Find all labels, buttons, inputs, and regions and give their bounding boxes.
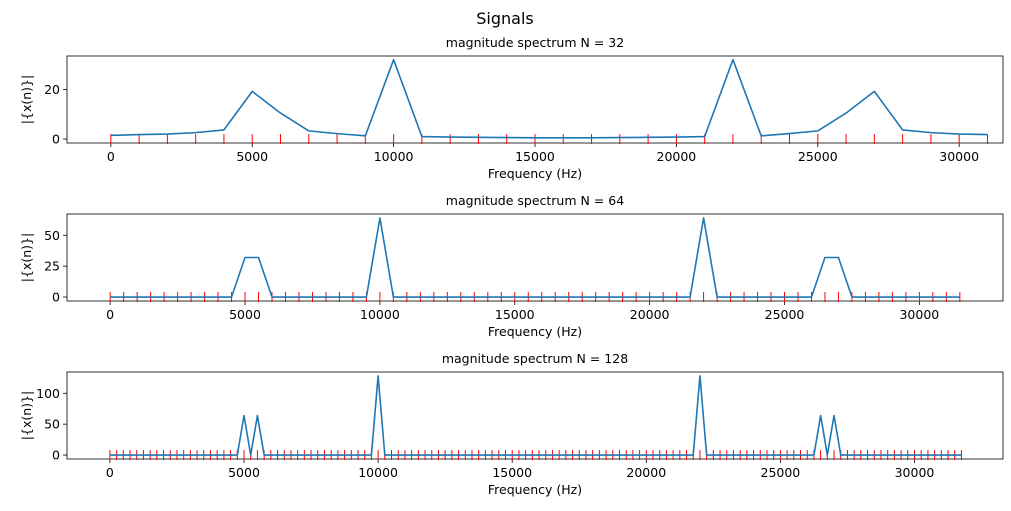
x-tick-label: 5000 <box>228 465 260 480</box>
subplot-1: magnitude spectrum N = 32 0 5000 10000 15000… <box>19 35 1004 181</box>
x-tick-label: 0 <box>106 465 114 480</box>
y-axis-label: |{x(n)}| <box>19 75 34 124</box>
x-tick-label: 25000 <box>761 465 801 480</box>
x-tick-label: 25000 <box>765 307 805 322</box>
x-tick-label: 5000 <box>236 149 268 164</box>
y-tick-label: 0 <box>52 132 60 147</box>
y-tick-label: 50 <box>44 228 60 243</box>
x-tick-label: 20000 <box>630 307 670 322</box>
spectrum-line <box>109 375 962 456</box>
subplots: magnitude spectrum N = 320 5000 10000 15000… <box>19 35 1004 497</box>
x-tick-label: 15000 <box>492 465 532 480</box>
x-tick-label: 20000 <box>657 149 697 164</box>
y-tick-label: 50 <box>44 417 60 432</box>
spectrum-line <box>110 58 988 139</box>
y-tick-label: 0 <box>52 448 60 463</box>
y-tick-label: 25 <box>44 259 60 274</box>
y-axis-label: |{x(n)}| <box>19 391 34 440</box>
figure-title: Signals <box>476 9 533 28</box>
x-tick-label: 30000 <box>895 465 935 480</box>
subplot-3: magnitude spectrum N = 128 0 5000 10000 1500… <box>19 351 1004 497</box>
x-tick-label: 15000 <box>495 307 535 322</box>
x-axis-label: Frequency (Hz) <box>488 482 582 497</box>
y-tick-label: 20 <box>44 82 60 97</box>
subplot-title: magnitude spectrum N = 32 <box>446 35 624 50</box>
x-tick-label: 5000 <box>229 307 261 322</box>
spectrum-line <box>110 217 960 298</box>
x-tick-label: 25000 <box>798 149 838 164</box>
x-tick-label: 0 <box>107 149 115 164</box>
x-tick-label: 10000 <box>358 465 398 480</box>
x-tick-label: 30000 <box>939 149 979 164</box>
x-tick-label: 10000 <box>374 149 414 164</box>
y-tick-label: 0 <box>52 290 60 305</box>
x-axis-label: Frequency (Hz) <box>488 324 582 339</box>
axes-frame <box>66 213 1004 302</box>
x-tick-label: 10000 <box>360 307 400 322</box>
subplot-title: magnitude spectrum N = 64 <box>446 193 624 208</box>
y-axis-label: |{x(n)}| <box>19 233 34 282</box>
axes-frame <box>66 371 1004 460</box>
x-tick-label: 0 <box>106 307 114 322</box>
subplot-title: magnitude spectrum N = 128 <box>442 351 628 366</box>
x-tick-label: 15000 <box>515 149 555 164</box>
x-tick-label: 20000 <box>626 465 666 480</box>
subplot-2: magnitude spectrum N = 64 0 5000 10000 15000… <box>19 193 1004 339</box>
x-axis-label: Frequency (Hz) <box>488 166 582 181</box>
x-tick-label: 30000 <box>899 307 939 322</box>
y-tick-label: 100 <box>36 386 60 401</box>
